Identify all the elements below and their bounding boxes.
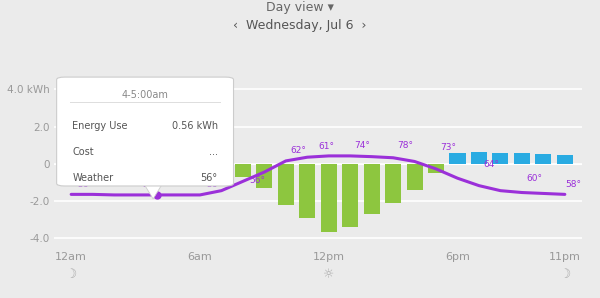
Text: ☽: ☽ [65,268,77,281]
Text: 73°: 73° [440,143,457,152]
Bar [214,164,229,167]
Bar [128,153,143,164]
Polygon shape [143,183,163,199]
Bar [63,153,79,164]
Text: 62°: 62° [290,146,306,155]
Text: Day view ▾: Day view ▾ [266,1,334,15]
Bar [407,164,422,190]
Text: Cost: Cost [73,147,94,157]
Bar [214,160,229,164]
Bar [320,164,337,232]
Text: 61°: 61° [318,142,334,151]
Bar [299,164,316,218]
Text: 56°: 56° [206,180,223,189]
Text: 4-5:00am: 4-5:00am [122,90,169,100]
Bar [278,164,294,205]
Bar [514,153,530,164]
Bar [192,156,208,164]
Bar [449,153,466,164]
Bar [342,164,358,227]
Text: 78°: 78° [397,141,413,150]
Text: 56°: 56° [77,180,94,189]
Bar [471,152,487,164]
Bar [428,164,444,173]
FancyBboxPatch shape [56,77,233,186]
Bar [106,153,122,164]
Text: ☽: ☽ [559,268,571,281]
Bar [235,164,251,177]
Text: 56°: 56° [200,173,218,183]
Text: ‹  Wednesday, Jul 6  ›: ‹ Wednesday, Jul 6 › [233,19,367,32]
Text: 74°: 74° [355,141,370,150]
Bar [493,153,508,164]
Bar [557,155,573,164]
Text: 64°: 64° [483,160,499,169]
Text: 60°: 60° [526,174,542,183]
Text: 56°: 56° [142,180,158,189]
Bar [256,164,272,188]
Text: Weather: Weather [73,173,113,183]
Text: ...: ... [209,147,218,157]
Text: Energy Use: Energy Use [73,121,128,131]
Text: 58°: 58° [565,180,581,189]
Text: 0.56 kWh: 0.56 kWh [172,121,218,131]
Bar [85,153,101,164]
Bar [385,164,401,203]
Bar [170,153,187,164]
Bar [535,154,551,164]
Text: 56°: 56° [250,176,265,184]
Text: ☼: ☼ [323,268,334,281]
Bar [149,153,165,164]
Bar [364,164,380,214]
